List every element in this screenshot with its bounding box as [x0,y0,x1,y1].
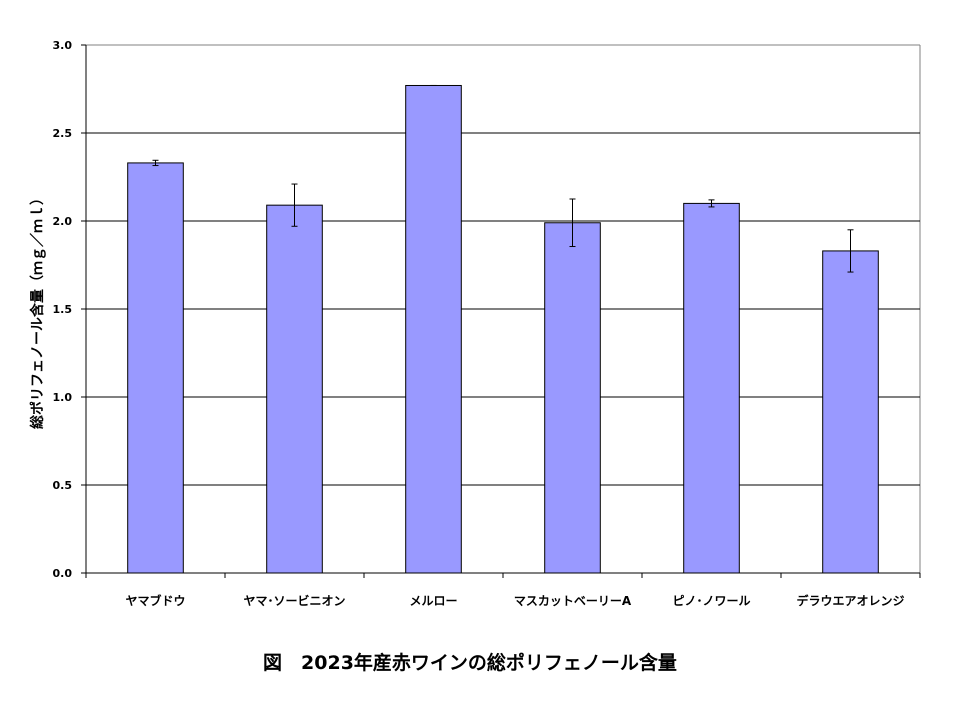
y-axis-title: 総ポリフェノール含量（ｍｇ／ｍｌ） [29,191,47,429]
bar [683,202,740,574]
x-category-label: ピノ･ノワール [672,594,750,608]
gridlines [86,44,921,573]
bar [544,222,601,574]
bar [266,204,323,574]
x-category-label: デラウエアオレンジ [796,593,904,608]
y-tick-label: 1.0 [53,391,73,404]
axes [81,44,921,578]
x-category-label: マスカットベーリーA [514,594,632,608]
labels: 0.0 0.5 1.0 1.5 2.0 2.5 3.0 ヤマブドウ ヤマ･ソービニオン メルロー マ… [53,39,905,608]
chart-title: 図 2023年産赤ワインの総ポリフェノール含量 [263,651,677,674]
y-tick-label: 2.0 [53,215,73,228]
bar [127,162,184,574]
y-tick-label: 0.5 [53,479,73,492]
y-tick-label: 3.0 [53,39,73,52]
bars [127,84,879,574]
x-category-label: メルロー [409,594,457,608]
y-tick-label: 0.0 [53,567,73,580]
y-tick-label: 2.5 [53,127,73,140]
y-tick-label: 1.5 [53,303,73,316]
x-category-label: ヤマブドウ [125,593,185,608]
bar [822,250,879,574]
x-category-label: ヤマ･ソービニオン [243,593,345,608]
bar [405,84,462,574]
